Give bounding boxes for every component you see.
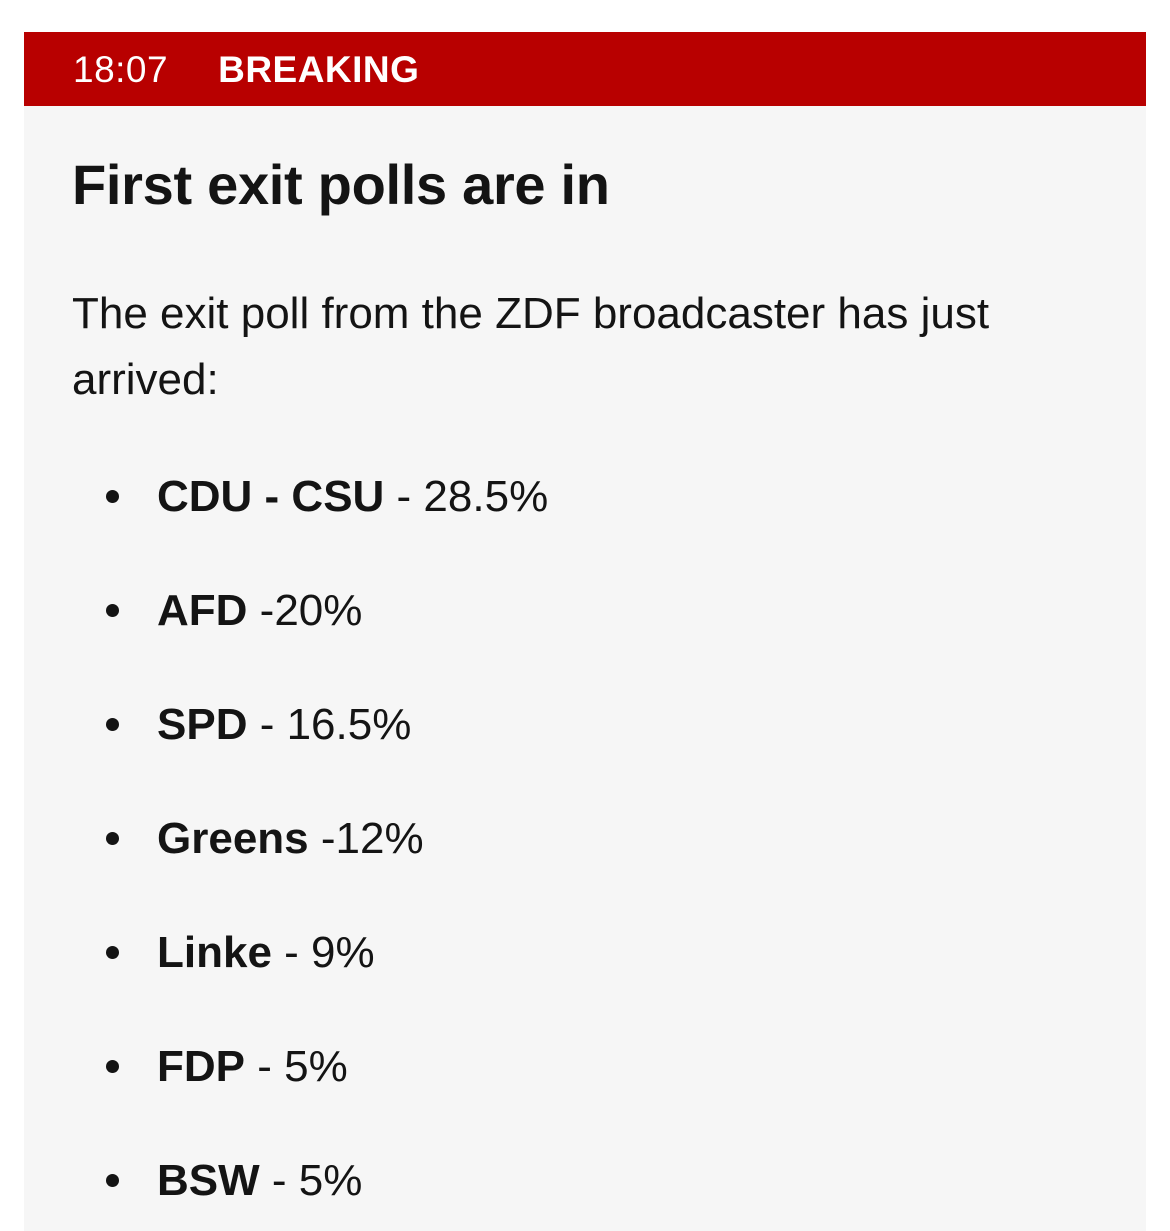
breaking-banner: 18:07 BREAKING — [24, 32, 1146, 106]
bullet-icon — [106, 603, 119, 617]
bullet-icon — [106, 945, 119, 959]
list-item: AFD -20% — [72, 583, 1098, 697]
party-result: - 28.5% — [384, 471, 549, 521]
bullet-icon — [106, 717, 119, 731]
list-item: Greens -12% — [72, 811, 1098, 925]
party-result: - 5% — [245, 1041, 348, 1091]
list-item: BSW - 5% — [72, 1153, 1098, 1231]
list-item: FDP - 5% — [72, 1039, 1098, 1153]
party-name: BSW — [157, 1155, 260, 1205]
party-name: FDP — [157, 1041, 245, 1091]
party-result: - 9% — [271, 927, 375, 977]
party-name: Linke — [157, 927, 272, 977]
bullet-icon — [106, 489, 119, 503]
party-name: CDU - CSU — [157, 471, 385, 521]
post-headline: First exit polls are in — [72, 153, 610, 216]
list-item: Linke - 9% — [72, 925, 1098, 1039]
post-timestamp: 18:07 — [73, 48, 169, 90]
party-result: -12% — [308, 813, 424, 863]
list-item: SPD - 16.5% — [72, 697, 1098, 811]
party-name: SPD — [157, 699, 248, 749]
party-name: Greens — [157, 813, 309, 863]
post-body: First exit polls are in The exit poll fr… — [24, 153, 1146, 1231]
list-item: CDU - CSU - 28.5% — [72, 469, 1098, 583]
party-result: -20% — [247, 585, 363, 635]
bullet-icon — [106, 831, 119, 845]
post-intro: The exit poll from the ZDF broadcaster h… — [72, 288, 990, 404]
bullet-icon — [106, 1059, 119, 1073]
party-name: AFD — [157, 585, 248, 635]
party-result: - 16.5% — [247, 699, 412, 749]
breaking-label: BREAKING — [218, 48, 420, 90]
party-result: - 5% — [259, 1155, 363, 1205]
bullet-icon — [106, 1173, 119, 1187]
live-post: 18:07 BREAKING First exit polls are in T… — [24, 32, 1146, 1231]
results-list: CDU - CSU - 28.5% AFD -20% SPD - 16.5% G… — [72, 469, 1098, 1231]
